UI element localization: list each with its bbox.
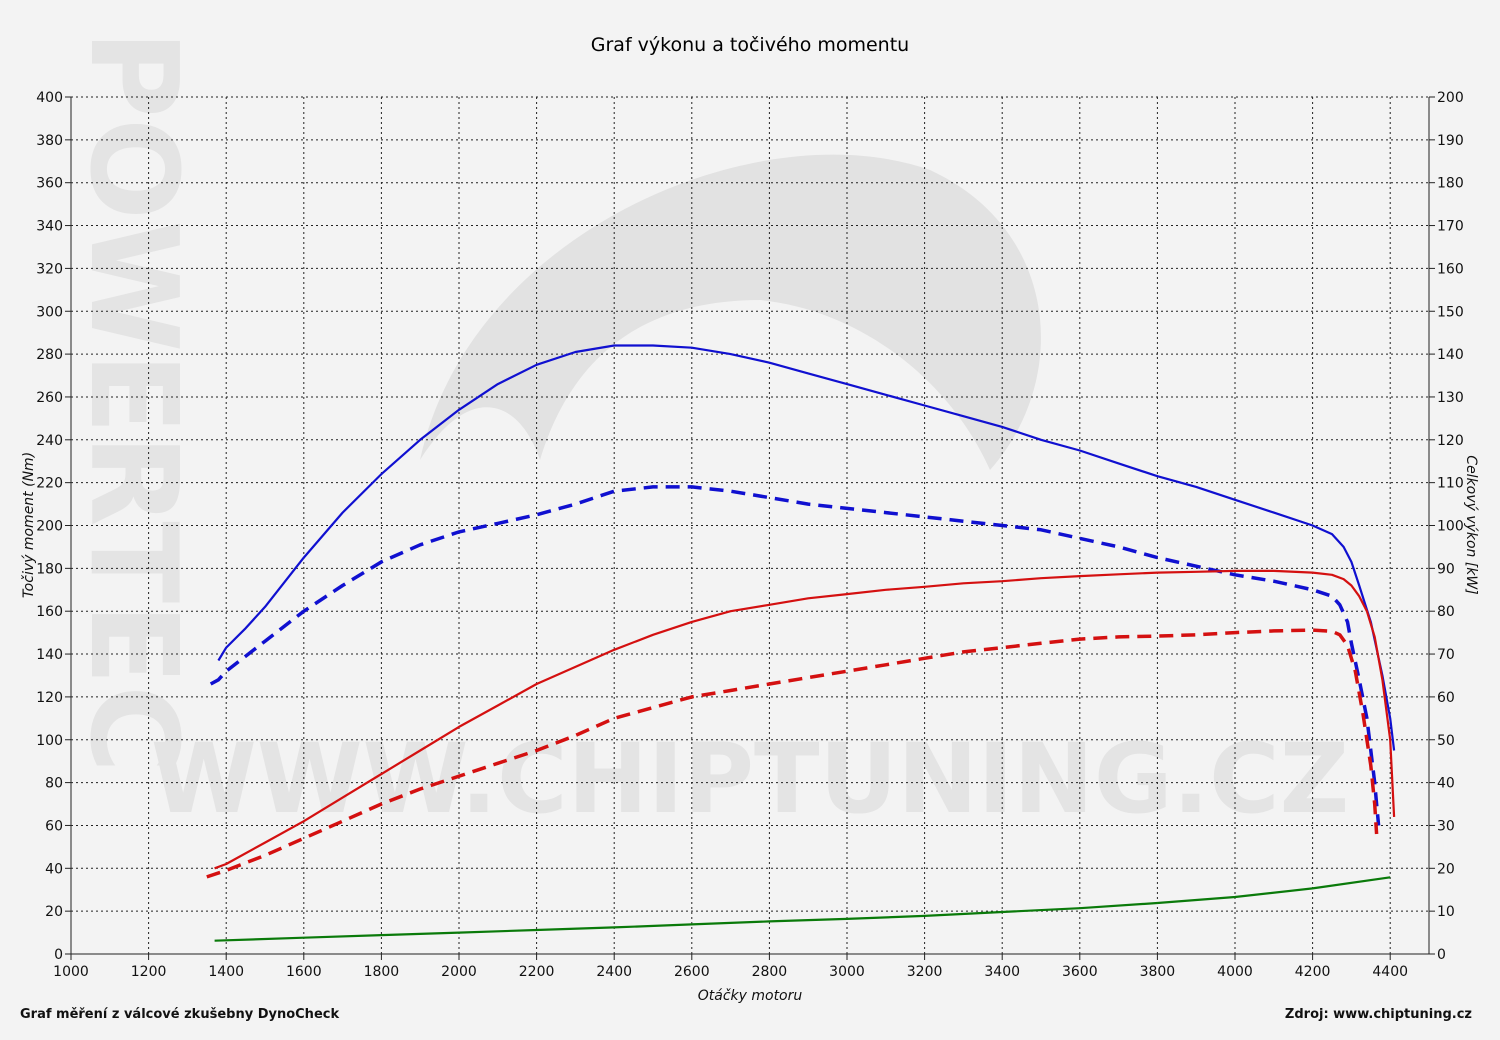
footer-source-note: Graf měření z válcové zkušebny DynoCheck — [20, 1007, 340, 1022]
x-tick-label: 2600 — [674, 964, 710, 980]
y2-tick-label: 200 — [1437, 90, 1464, 106]
x-tick-label: 4400 — [1372, 964, 1408, 980]
y-tick-label: 20 — [45, 904, 63, 920]
x-tick-label: 4200 — [1295, 964, 1331, 980]
x-tick-label: 1200 — [131, 964, 167, 980]
y2-tick-label: 150 — [1437, 304, 1464, 320]
y-tick-label: 140 — [36, 647, 63, 663]
x-tick-label: 2800 — [752, 964, 788, 980]
y-axis-label-right: Celkový výkon [kW] — [1463, 455, 1479, 594]
watermark-logo-icon — [420, 154, 1041, 470]
series-line-2 — [214, 569, 1396, 870]
x-tick-label: 3000 — [829, 964, 865, 980]
x-tick-label: 2000 — [441, 964, 477, 980]
y2-tick-label: 170 — [1437, 219, 1464, 235]
tick-labels: 0204060801001201401601802002202402602803… — [36, 90, 1463, 980]
y2-tick-label: 40 — [1437, 776, 1455, 792]
x-tick-label: 1000 — [53, 964, 89, 980]
watermark-text: WWW.CHIPTUNING.CZ — [151, 723, 1349, 835]
y2-tick-label: 20 — [1437, 861, 1455, 877]
x-tick-label: 3400 — [984, 964, 1020, 980]
y2-tick-label: 90 — [1437, 561, 1455, 577]
y-tick-label: 120 — [36, 690, 63, 706]
x-tick-label: 1600 — [286, 964, 322, 980]
watermark-side-left: POWERTEC — [63, 30, 202, 773]
y-tick-label: 0 — [54, 947, 63, 963]
y-tick-label: 340 — [36, 219, 63, 235]
y-tick-label: 260 — [36, 390, 63, 406]
series-lines — [206, 344, 1396, 942]
series-line-4 — [214, 876, 1391, 942]
y2-tick-label: 120 — [1437, 433, 1464, 449]
y-tick-label: 320 — [36, 261, 63, 277]
watermark-side-right: POWERTEC — [1479, 250, 1500, 993]
x-tick-label: 4000 — [1217, 964, 1253, 980]
series-line-1 — [209, 485, 1381, 826]
y-axis-label-left: Točivý moment (Nm) — [21, 452, 37, 598]
chart-title: Graf výkonu a točivého momentu — [591, 34, 909, 56]
x-tick-label: 3600 — [1062, 964, 1098, 980]
y-tick-label: 380 — [36, 133, 63, 149]
x-axis-label: Otáčky motoru — [698, 988, 803, 1004]
y-tick-label: 280 — [36, 347, 63, 363]
y2-tick-label: 140 — [1437, 347, 1464, 363]
y-tick-label: 60 — [45, 818, 63, 834]
y2-tick-label: 80 — [1437, 604, 1455, 620]
x-tick-label: 3200 — [907, 964, 943, 980]
x-tick-label: 2200 — [519, 964, 555, 980]
y2-tick-label: 50 — [1437, 733, 1455, 749]
y2-tick-label: 30 — [1437, 818, 1455, 834]
y2-tick-label: 130 — [1437, 390, 1464, 406]
y2-tick-label: 180 — [1437, 176, 1464, 192]
y-tick-label: 80 — [45, 776, 63, 792]
x-tick-label: 1400 — [208, 964, 244, 980]
x-tick-label: 3800 — [1140, 964, 1176, 980]
y-tick-label: 180 — [36, 561, 63, 577]
y2-tick-label: 110 — [1437, 476, 1464, 492]
y2-tick-label: 0 — [1437, 947, 1446, 963]
y-tick-label: 160 — [36, 604, 63, 620]
y-tick-label: 400 — [36, 90, 63, 106]
y-tick-label: 40 — [45, 861, 63, 877]
y2-tick-label: 100 — [1437, 519, 1464, 535]
y-tick-label: 360 — [36, 176, 63, 192]
y2-tick-label: 70 — [1437, 647, 1455, 663]
y-tick-label: 240 — [36, 433, 63, 449]
x-tick-label: 2400 — [596, 964, 632, 980]
y2-tick-label: 160 — [1437, 261, 1464, 277]
y-tick-label: 100 — [36, 733, 63, 749]
y2-tick-label: 10 — [1437, 904, 1455, 920]
x-tick-label: 1800 — [364, 964, 400, 980]
series-line-0 — [217, 344, 1396, 751]
y2-tick-label: 60 — [1437, 690, 1455, 706]
y-tick-label: 220 — [36, 476, 63, 492]
y-tick-label: 300 — [36, 304, 63, 320]
y2-tick-label: 190 — [1437, 133, 1464, 149]
y-tick-label: 200 — [36, 519, 63, 535]
footer-source-link: Zdroj: www.chiptuning.cz — [1284, 1007, 1472, 1022]
series-line-3 — [206, 628, 1379, 879]
